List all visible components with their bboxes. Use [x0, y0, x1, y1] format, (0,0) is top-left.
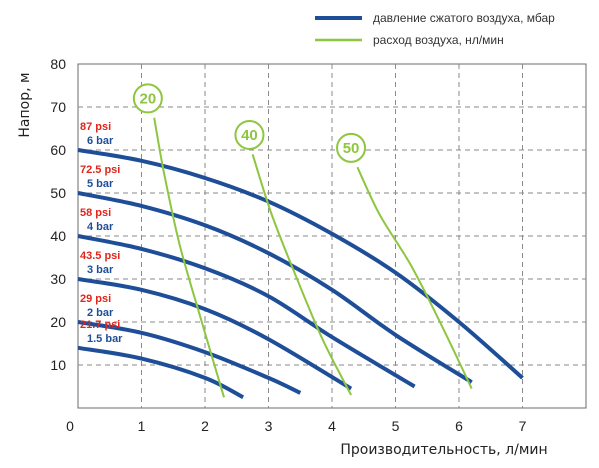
x-tick-label: 4 — [328, 418, 336, 434]
legend-air-label: расход воздуха, нл/мин — [373, 33, 504, 47]
pressure-bar-label: 2 bar — [87, 307, 114, 319]
y-axis-ticks: 10 20 30 40 50 60 70 80 — [50, 56, 66, 373]
air-series-group: 20 40 50 — [132, 83, 473, 398]
pressure-curve-5bar — [77, 191, 473, 384]
y-axis-title: Напор, м — [17, 72, 33, 137]
air-curve-label: 40 — [241, 127, 258, 144]
x-tick-label: 2 — [201, 418, 209, 434]
pressure-bar-label: 3 bar — [87, 264, 114, 276]
pressure-labels-group: 87 psi 6 bar 72.5 psi 5 bar 58 psi 4 bar 43.5 … — [80, 121, 123, 345]
pressure-psi-label: 72.5 psi — [80, 164, 120, 176]
x-axis-ticks: 0 1 2 3 4 5 6 7 — [66, 418, 527, 434]
y-tick-label: 30 — [50, 271, 66, 287]
pressure-psi-label: 58 psi — [80, 207, 111, 219]
x-axis-title: Производительность, л/мин — [340, 442, 547, 458]
y-tick-label: 80 — [50, 56, 66, 72]
y-tick-label: 60 — [50, 142, 66, 158]
pressure-psi-label: 21.7 psi — [80, 319, 120, 331]
air-curve-20 — [153, 117, 225, 398]
x-tick-label: 7 — [519, 418, 527, 434]
y-tick-label: 70 — [50, 99, 66, 115]
legend-pressure-label: давление сжатого воздуха, мбар — [373, 11, 555, 25]
air-curve-40 — [251, 153, 352, 396]
pressure-bar-label: 4 bar — [87, 221, 114, 233]
air-curve-marker — [336, 132, 367, 163]
pressure-psi-label: 43.5 psi — [80, 250, 120, 262]
pressure-curve-3bar — [77, 277, 353, 391]
y-tick-label: 10 — [50, 357, 66, 373]
air-curve-marker — [234, 119, 265, 150]
pressure-bar-label: 6 bar — [87, 135, 114, 147]
y-tick-label: 40 — [50, 228, 66, 244]
pressure-curve-4bar — [77, 234, 416, 389]
x-tick-label: 1 — [138, 418, 146, 434]
air-curve-label: 50 — [343, 140, 360, 157]
pressure-bar-label: 5 bar — [87, 178, 114, 190]
x-tick-label: 3 — [265, 418, 273, 434]
pressure-series-group — [77, 148, 524, 400]
grid — [78, 64, 586, 408]
air-curve-label: 20 — [140, 90, 157, 107]
x-tick-label: 6 — [455, 418, 463, 434]
pressure-curve-2bar — [77, 320, 302, 395]
pressure-psi-label: 29 psi — [80, 293, 111, 305]
x-tick-label: 5 — [392, 418, 400, 434]
pressure-psi-label: 87 psi — [80, 121, 111, 133]
pressure-bar-label: 1.5 bar — [87, 333, 123, 345]
air-curve-marker — [132, 83, 163, 114]
y-tick-label: 50 — [50, 185, 66, 201]
pressure-curve-15bar — [77, 345, 245, 400]
y-tick-label: 20 — [50, 314, 66, 330]
x-tick-label: 0 — [66, 418, 74, 434]
pressure-curve-6bar — [77, 148, 524, 380]
air-curve-50 — [356, 166, 473, 390]
legend: давление сжатого воздуха, мбар расход во… — [315, 11, 555, 47]
